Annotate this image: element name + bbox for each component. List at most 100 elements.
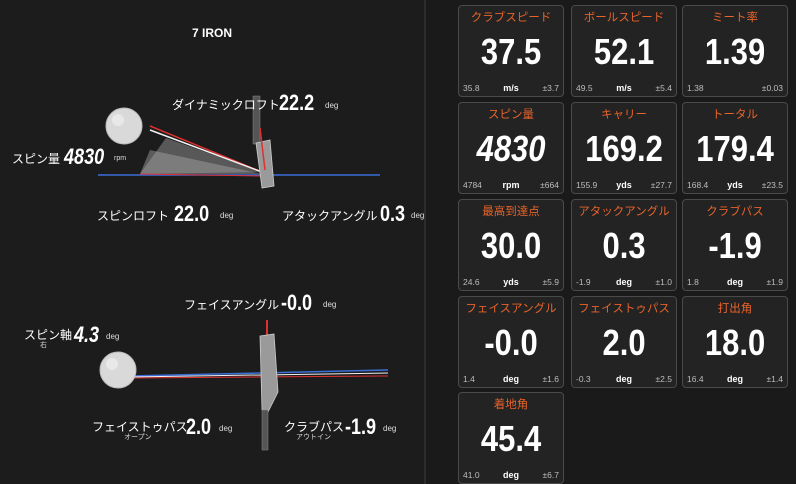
metric-unit: deg [615,277,632,287]
spin-rate-label: スピン量 [12,152,61,166]
metric-value: 0.3 [602,225,646,266]
spin-rate-unit: rpm [114,155,127,162]
face-to-path-unit: deg [219,424,233,433]
club-path-unit: deg [383,424,397,433]
metric-unit: yds [616,180,632,190]
metric-title: 打出角 [717,303,753,315]
spin-loft-unit: deg [220,211,234,220]
metric-value: 37.5 [480,31,542,72]
metric-deviation: ±1.9 [766,277,783,287]
face-to-path-label: フェイストゥパス [92,420,188,434]
metric-card: フェイスアングル -0.0 1.4 deg ±1.6 [458,296,564,388]
spin-loft-wedge [140,150,262,174]
metric-min: 1.4 [463,374,475,384]
metric-deviation: ±6.7 [542,470,559,480]
metric-value-wrap: 37.5 [459,31,563,73]
metric-card: キャリー 169.2 155.9 yds ±27.7 [571,102,677,194]
metric-value-wrap: 169.2 [572,128,676,170]
metric-title: クラブパス [706,206,764,218]
metric-min: 35.8 [463,83,480,93]
metric-min: 168.4 [687,180,709,190]
dynamic-loft-unit: deg [325,101,339,110]
face-angle-unit: deg [323,300,337,309]
club-path-label: クラブパス [284,420,345,434]
metric-unit: deg [726,277,743,287]
metric-value: 4830 [476,128,546,169]
metric-unit: deg [615,374,632,384]
launch-line-white [149,129,263,173]
spin-axis-unit: deg [106,332,120,341]
metric-value: 30.0 [480,225,542,266]
club-path-sublabel: アウトイン [296,434,331,441]
attack-angle-unit: deg [411,211,425,220]
metric-deviation: ±664 [540,180,559,190]
side-view-diagram [98,95,380,189]
metric-title: ボールスピード [583,12,665,24]
path-line-blue [129,369,389,377]
spin-rate-value: 4830 [64,144,105,169]
metric-deviation: ±0.03 [761,83,783,93]
metric-value: -1.9 [708,225,762,266]
golf-ball-top [99,351,137,389]
metric-deviation: ±1.6 [542,374,559,384]
metric-deviation: ±27.7 [650,180,672,190]
metric-min: 155.9 [576,180,598,190]
metric-deviation: ±23.5 [761,180,783,190]
metric-unit: yds [503,277,519,287]
metric-deviation: ±1.4 [766,374,783,384]
metric-deviation: ±2.5 [655,374,672,384]
iron-head-top [259,333,279,451]
metric-card: トータル 179.4 168.4 yds ±23.5 [682,102,788,194]
metric-min: 1.8 [687,277,699,287]
club-name: 7 IRON [192,26,233,40]
metric-value-wrap: -0.0 [459,322,563,364]
metric-card: 打出角 18.0 16.4 deg ±1.4 [682,296,788,388]
metric-value-wrap: 0.3 [572,225,676,267]
metric-value-wrap: 2.0 [572,322,676,364]
metric-value-wrap: 1.39 [683,31,787,73]
attack-angle-value: 0.3 [380,201,406,226]
spin-loft-label: スピンロフト [97,209,170,223]
face-to-path-value: 2.0 [186,414,212,439]
metric-title: ミート率 [712,12,758,24]
metric-unit: yds [727,180,743,190]
dynamic-loft-wedge [140,138,262,174]
metric-value-wrap: 30.0 [459,225,563,267]
metric-title: スピン量 [488,109,534,121]
top-view-diagram [99,320,389,451]
dynamic-loft-label: ダイナミックロフト [172,98,280,112]
metric-title: フェイスアングル [465,303,557,315]
metric-card: 最高到達点 30.0 24.6 yds ±5.9 [458,199,564,291]
spin-axis-sublabel: 右 [40,342,47,349]
face-angle-value: -0.0 [281,290,313,315]
metric-value-wrap: 179.4 [683,128,787,170]
metric-min: 16.4 [687,374,704,384]
metric-value: 169.2 [585,128,663,169]
metric-value-wrap: -1.9 [683,225,787,267]
metric-deviation: ±5.9 [542,277,559,287]
metric-card: アタックアングル 0.3 -1.9 deg ±1.0 [571,199,677,291]
metric-value: 179.4 [696,128,774,169]
metric-title: トータル [712,109,758,121]
metric-unit: m/s [616,83,632,93]
metric-title: キャリー [601,109,647,121]
iron-head-side [252,95,275,189]
metric-value: 1.39 [704,31,766,72]
face-to-path-sublabel: オープン [124,434,152,441]
path-line-white [129,372,389,378]
metric-min: 4784 [463,180,482,190]
metric-title: アタックアングル [578,206,670,218]
metric-value: 52.1 [593,31,655,72]
metric-card: ミート率 1.39 1.38 ±0.03 [682,5,788,97]
spin-loft-value: 22.0 [174,201,210,226]
metric-title: クラブスピード [470,12,552,24]
metric-title: フェイストゥパス [578,303,670,315]
club-path-value: -1.9 [345,414,377,439]
metric-deviation: ±3.7 [542,83,559,93]
metric-min: -1.9 [576,277,591,287]
metric-unit: deg [502,374,519,384]
metric-min: 24.6 [463,277,480,287]
metric-value-wrap: 52.1 [572,31,676,73]
face-angle-label: フェイスアングル [184,298,280,312]
metric-title: 最高到達点 [482,206,540,218]
